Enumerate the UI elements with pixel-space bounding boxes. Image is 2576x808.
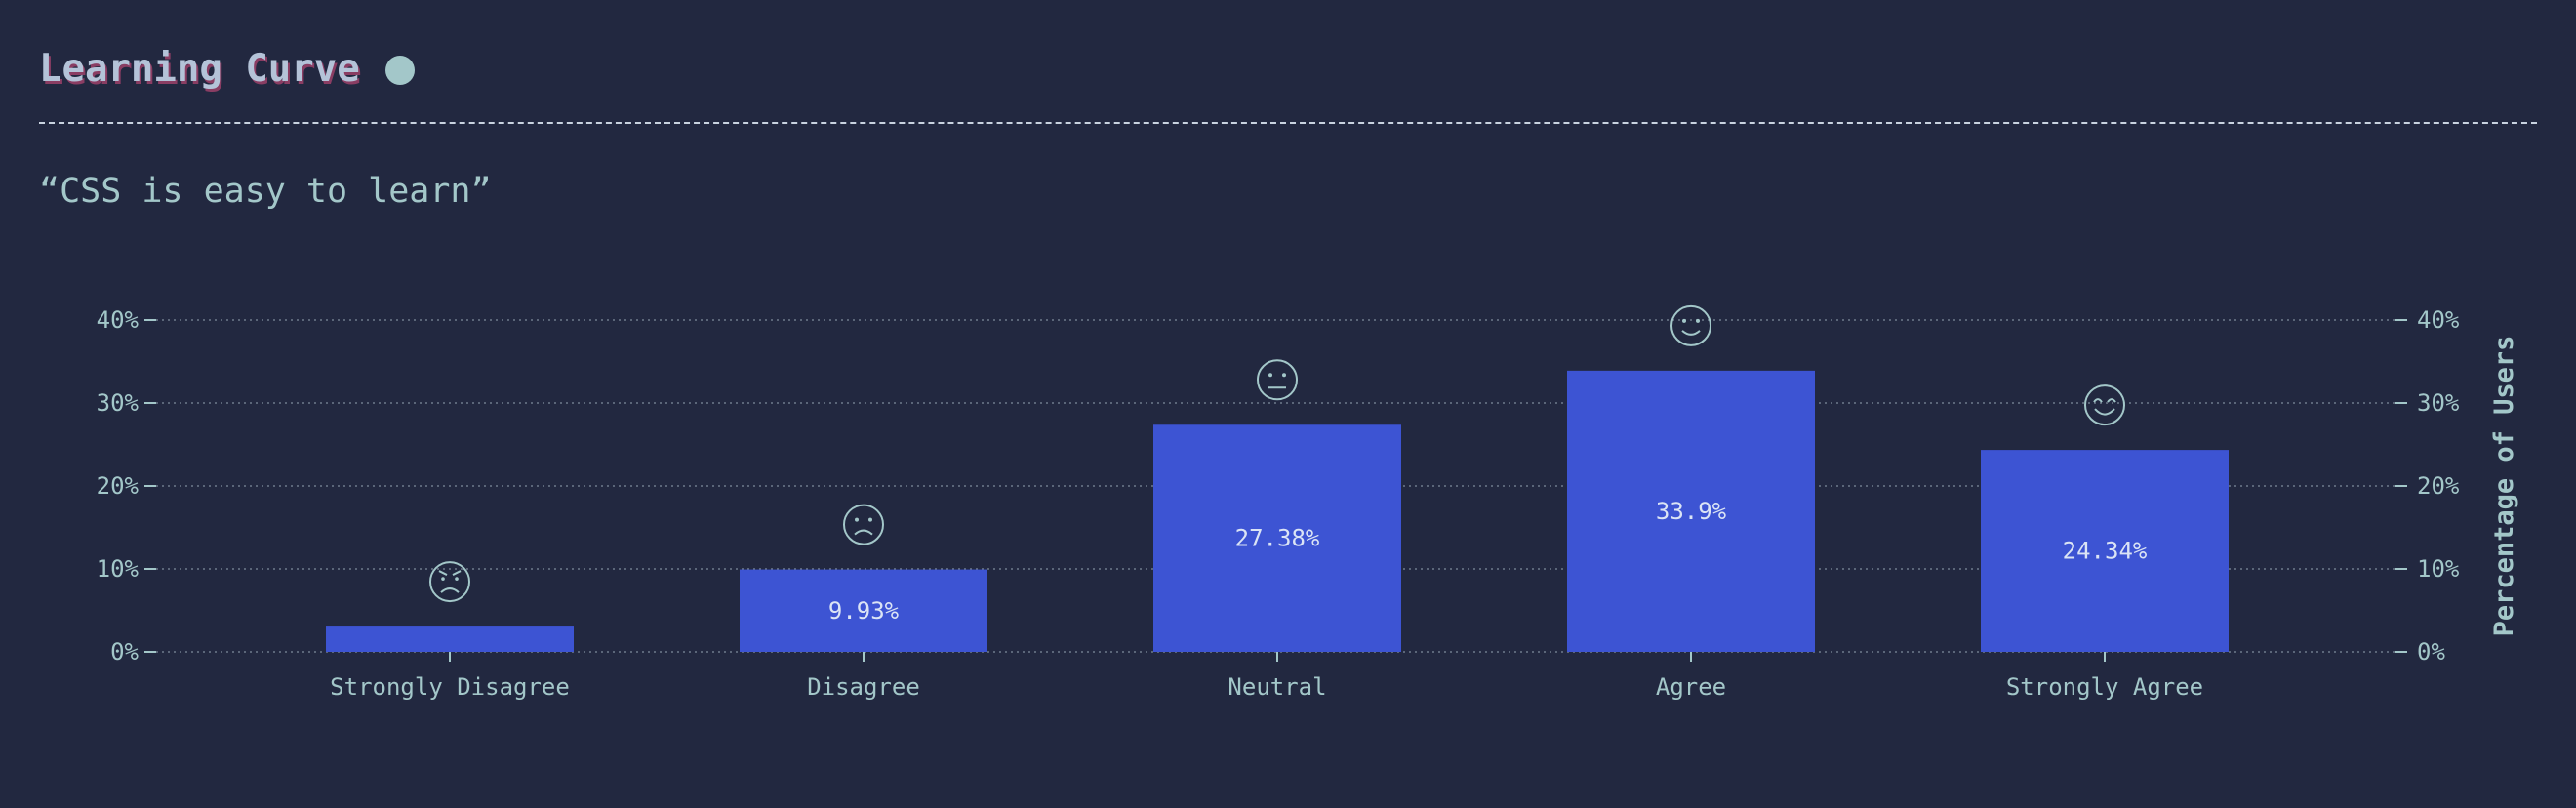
x-tick-label: Neutral [1228,673,1326,701]
data-label: 27.38% [1235,525,1320,552]
data-label: 24.34% [2063,538,2148,565]
y-tick-label-right: 20% [2417,472,2460,500]
chart-header: Learning Curve [39,47,415,91]
x-tick-label: Strongly Agree [2006,673,2203,701]
y-tick-label-left: 10% [97,555,140,583]
bar [1981,450,2229,652]
y-axis-title: Percentage of Users [2489,336,2519,637]
y-tick-label-right: 0% [2417,638,2445,666]
data-label: 9.93% [828,597,900,625]
y-tick-label-left: 0% [110,638,139,666]
x-tick-label: Agree [1656,673,1726,701]
bar [1567,370,1815,652]
smiling-face-icon [1670,304,1711,346]
bar [1153,424,1401,652]
happy-face-icon [2084,384,2125,426]
y-tick-label-left: 40% [97,306,140,334]
y-tick-label-left: 30% [97,389,140,417]
y-tick-label-right: 30% [2417,389,2460,417]
pie-dot-icon [384,55,415,85]
data-label: 33.9% [1656,498,1727,525]
y-tick-label-right: 40% [2417,306,2460,334]
bar [740,569,987,652]
bar [326,626,574,652]
page-title: Learning Curve [39,47,360,91]
survey-question: “CSS is easy to learn” [39,172,492,211]
y-tick-label-left: 20% [97,472,140,500]
neutral-face-icon [1257,359,1298,401]
x-tick-label: Strongly Disagree [330,673,570,701]
angry-face-icon [429,561,470,603]
y-tick-label-right: 10% [2417,555,2460,583]
x-tick-label: Disagree [807,673,920,701]
header-divider [39,122,2537,124]
frowning-face-icon [843,504,884,545]
